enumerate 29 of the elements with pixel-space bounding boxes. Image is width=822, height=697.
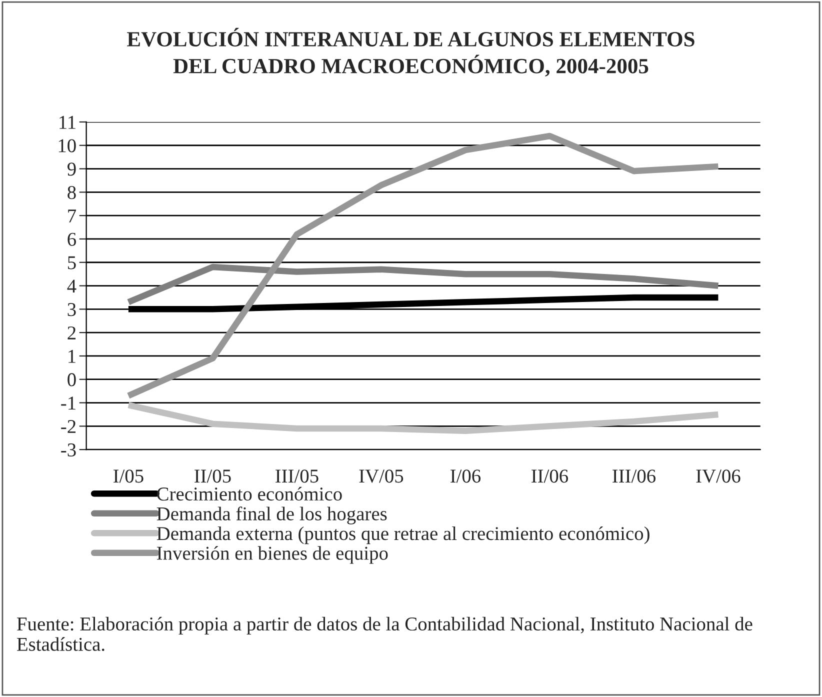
x-tick-label: II/06 [532, 470, 568, 483]
x-tick-label: IV/06 [696, 470, 740, 483]
x-tick-label: I/06 [450, 470, 481, 483]
legend-label: Demanda final de los hogares [156, 506, 387, 524]
y-tick-label: 3 [68, 303, 76, 316]
y-tick-label: -2 [61, 420, 76, 433]
y-tick-label: 10 [58, 139, 76, 152]
x-tick-label: III/06 [612, 470, 656, 483]
legend-label: Crecimiento económico [157, 486, 342, 501]
y-tick-label: 7 [68, 210, 76, 222]
y-tick-label: 6 [68, 232, 76, 246]
x-tick-label: I/05 [113, 470, 144, 483]
y-tick-label: 9 [67, 162, 76, 176]
y-tick-label: 11 [60, 116, 76, 129]
legend-label: Inversión en bienes de equipo [157, 546, 388, 564]
chart-title: EVOLUCIÓN INTERANUAL DE ALGUNOS ELEMENTOS DEL CUADRO MACROECONÓMICO, 2004-2005 [127, 28, 694, 77]
y-tick-label: 1 [68, 350, 76, 363]
y-tick-label: -3 [61, 443, 76, 457]
source-note: Fuente: Elaboración propia a partir de datos de la Contabilidad Nacional, Instituto Nacional de Estadística. [17, 616, 752, 651]
y-tick-label: -1 [61, 396, 76, 410]
x-tick-label: III/05 [276, 470, 318, 483]
y-tick-label: 4 [67, 280, 76, 293]
y-tick-label: 2 [68, 326, 76, 340]
legend-label: Demanda externa (puntos que retrae al crecimiento económico) [156, 526, 650, 544]
x-tick-label: II/05 [194, 470, 231, 483]
x-tick-label: IV/05 [359, 470, 404, 483]
y-tick-label: 8 [68, 186, 76, 200]
y-tick-label: 5 [68, 256, 76, 270]
y-tick-label: 0 [68, 373, 76, 386]
